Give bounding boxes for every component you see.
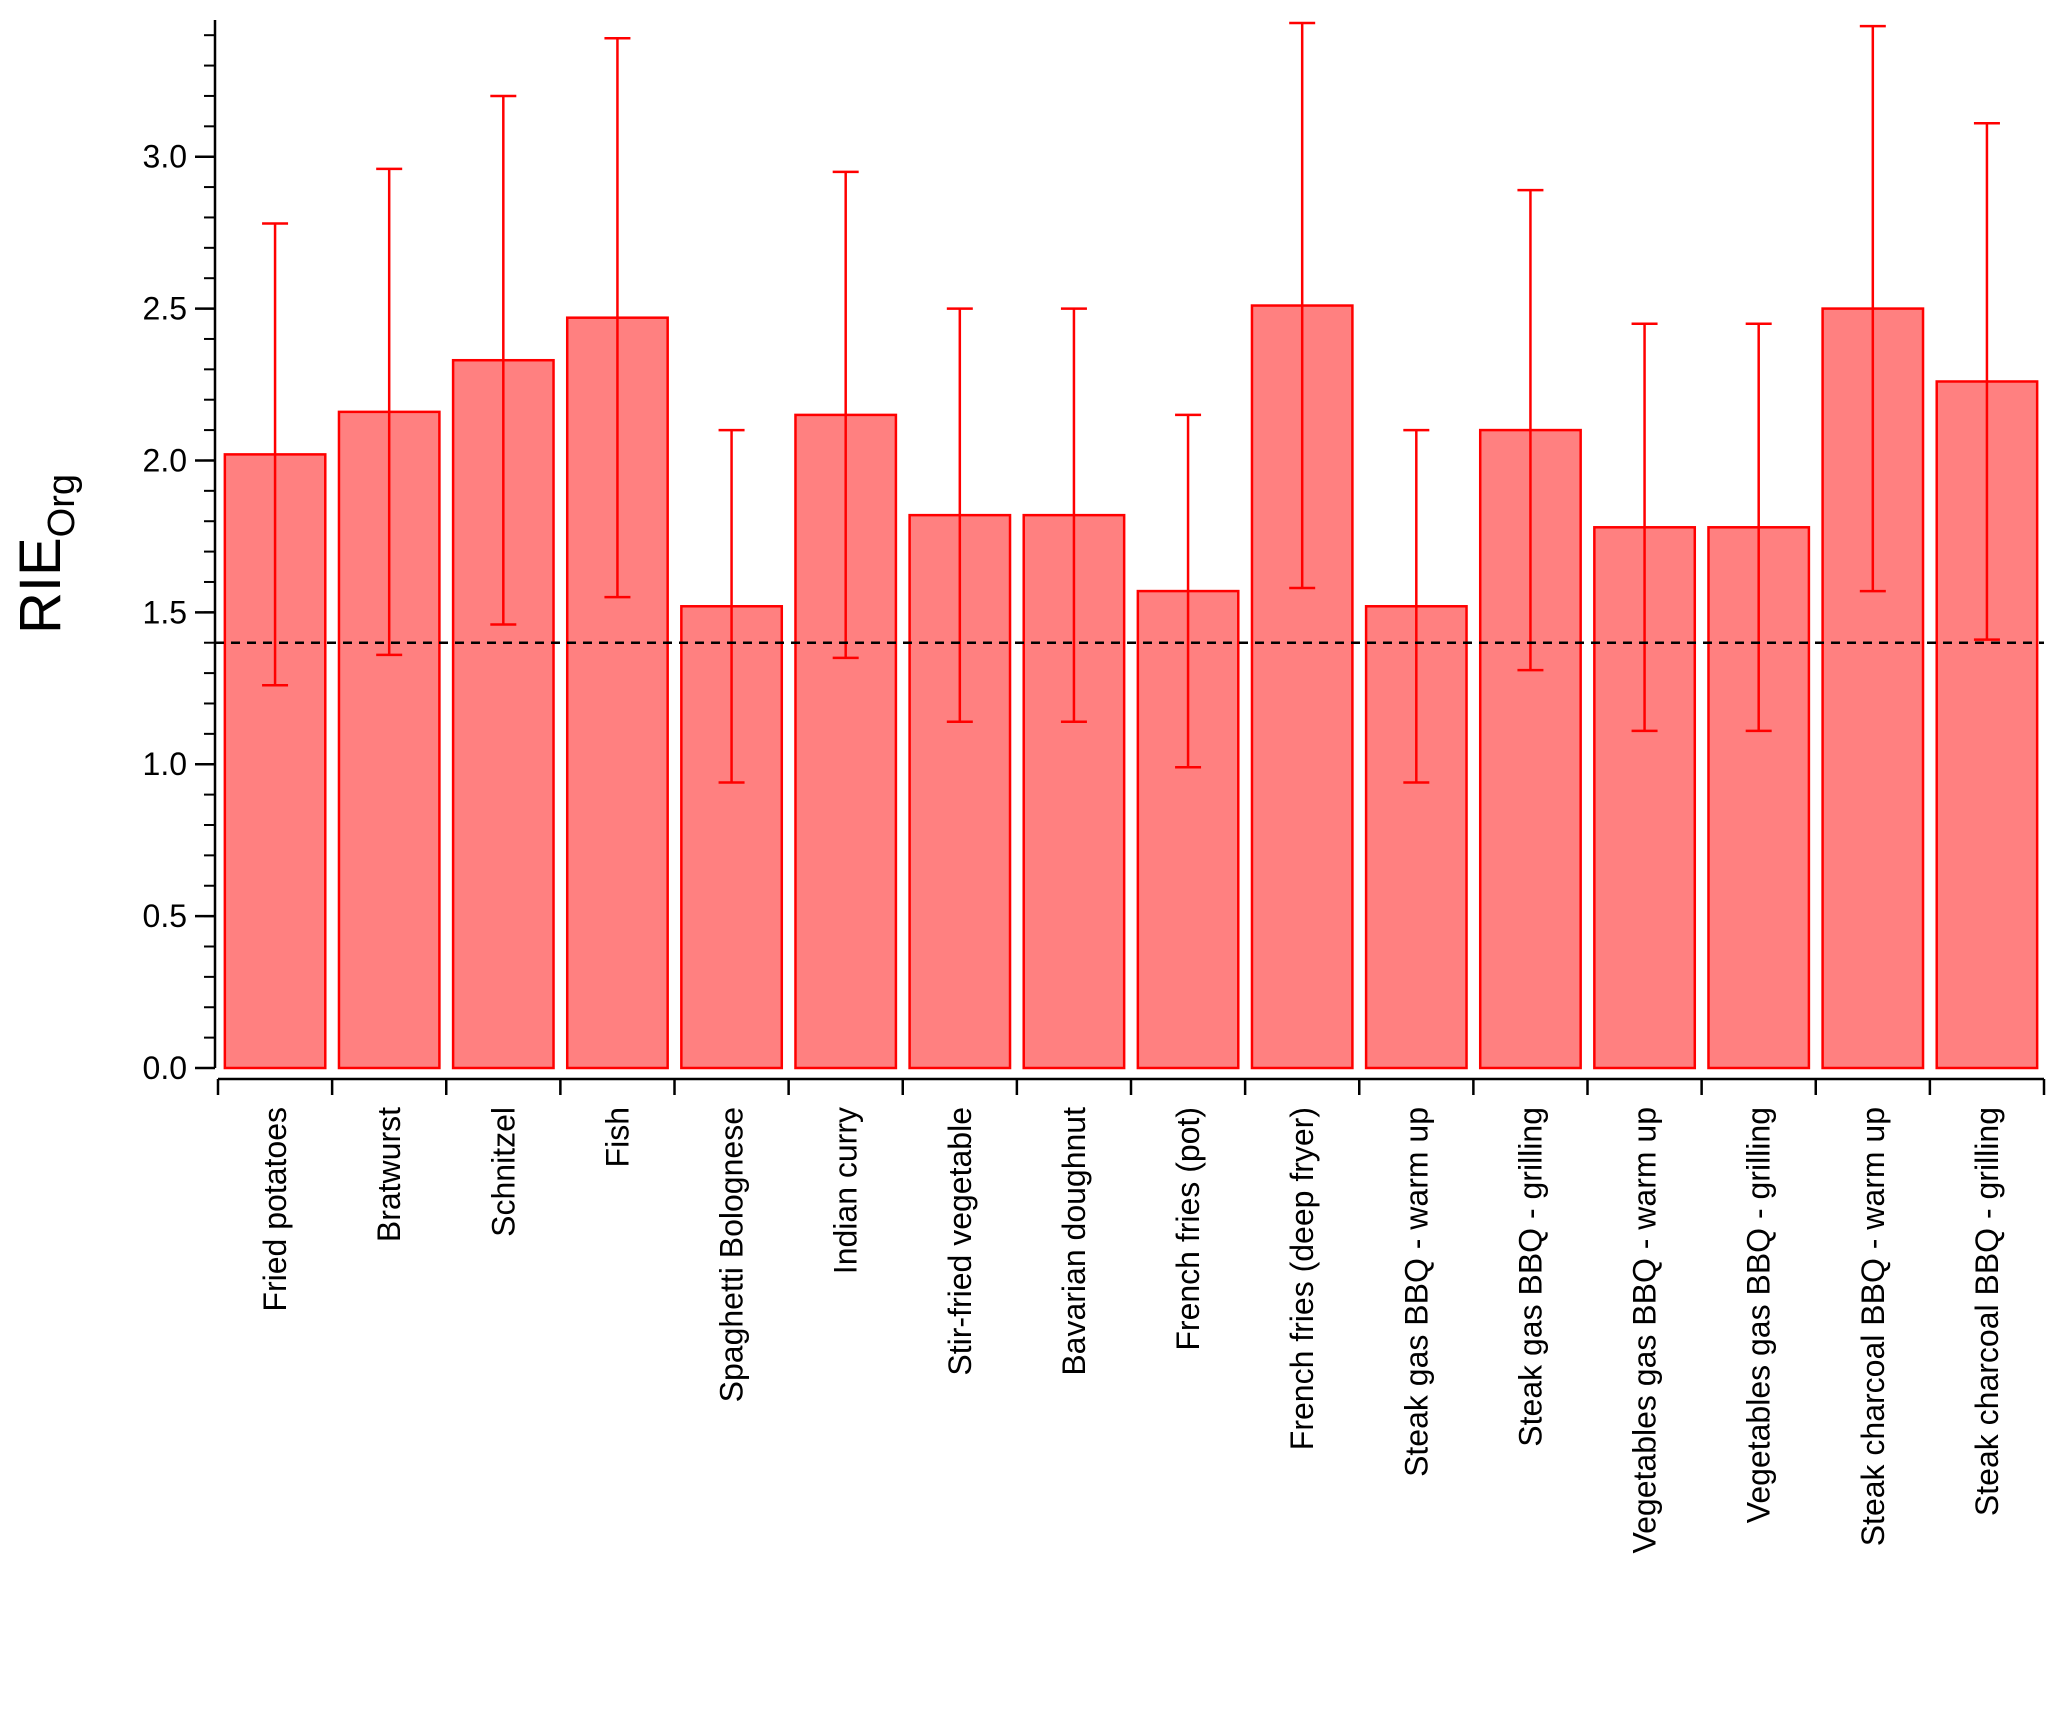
x-tick-label: Fish (599, 1107, 635, 1167)
error-bar (1175, 413, 1202, 769)
bar (1478, 428, 1582, 1070)
x-tick-label: Steak charcoal BBQ - warm up (1855, 1107, 1891, 1546)
error-bar (1859, 24, 1886, 593)
error-bar (1060, 307, 1087, 723)
x-tick-label: Vegetables gas BBQ - grilling (1741, 1107, 1777, 1523)
x-tick-label: Fried potatoes (257, 1107, 293, 1312)
y-tick-label: 3.0 (143, 139, 187, 175)
x-tick-label: French fries (deep fryer) (1284, 1107, 1320, 1450)
x-tick-label: Stir-fried vegetable (942, 1107, 978, 1376)
x-tick-label: Steak gas BBQ - warm up (1398, 1107, 1434, 1477)
y-tick-label: 1.5 (143, 594, 187, 630)
x-tick-label: Bratwurst (371, 1107, 407, 1242)
error-bar (1289, 21, 1316, 590)
x-tick-label: Steak charcoal BBQ - grilling (1969, 1107, 2005, 1516)
error-bar (832, 170, 859, 660)
x-tick-label: Bavarian doughnut (1056, 1107, 1092, 1376)
x-tick-label: Steak gas BBQ - grilling (1512, 1107, 1548, 1447)
y-tick-label: 1.0 (143, 746, 187, 782)
y-tick-label: 0.0 (143, 1050, 187, 1086)
x-tick-label: Indian curry (828, 1107, 864, 1274)
error-bar (946, 307, 973, 723)
error-bar (490, 94, 517, 626)
error-bar (1517, 188, 1544, 672)
bar (223, 453, 327, 1070)
x-tick-label: French fries (pot) (1170, 1107, 1206, 1351)
error-bar (604, 36, 631, 599)
x-tick-label: Vegetables gas BBQ - warm up (1627, 1107, 1663, 1553)
x-tick-label: Spaghetti Bolognese (714, 1107, 750, 1402)
error-bar (376, 167, 403, 657)
y-tick-label: 2.5 (143, 291, 187, 327)
error-bar (1631, 322, 1658, 733)
y-tick-label: 2.0 (143, 442, 187, 478)
y-label-main: RIE (8, 537, 73, 634)
error-bar (262, 222, 289, 687)
x-tick-label: Schnitzel (485, 1107, 521, 1237)
error-bar (718, 428, 745, 784)
y-tick-label: 0.5 (143, 898, 187, 934)
error-bar (1403, 428, 1430, 784)
error-bar (1745, 322, 1772, 733)
y-axis-label: RIEOrg (8, 474, 83, 634)
y-label-sub: Org (41, 474, 83, 537)
error-bar (1973, 122, 2000, 641)
